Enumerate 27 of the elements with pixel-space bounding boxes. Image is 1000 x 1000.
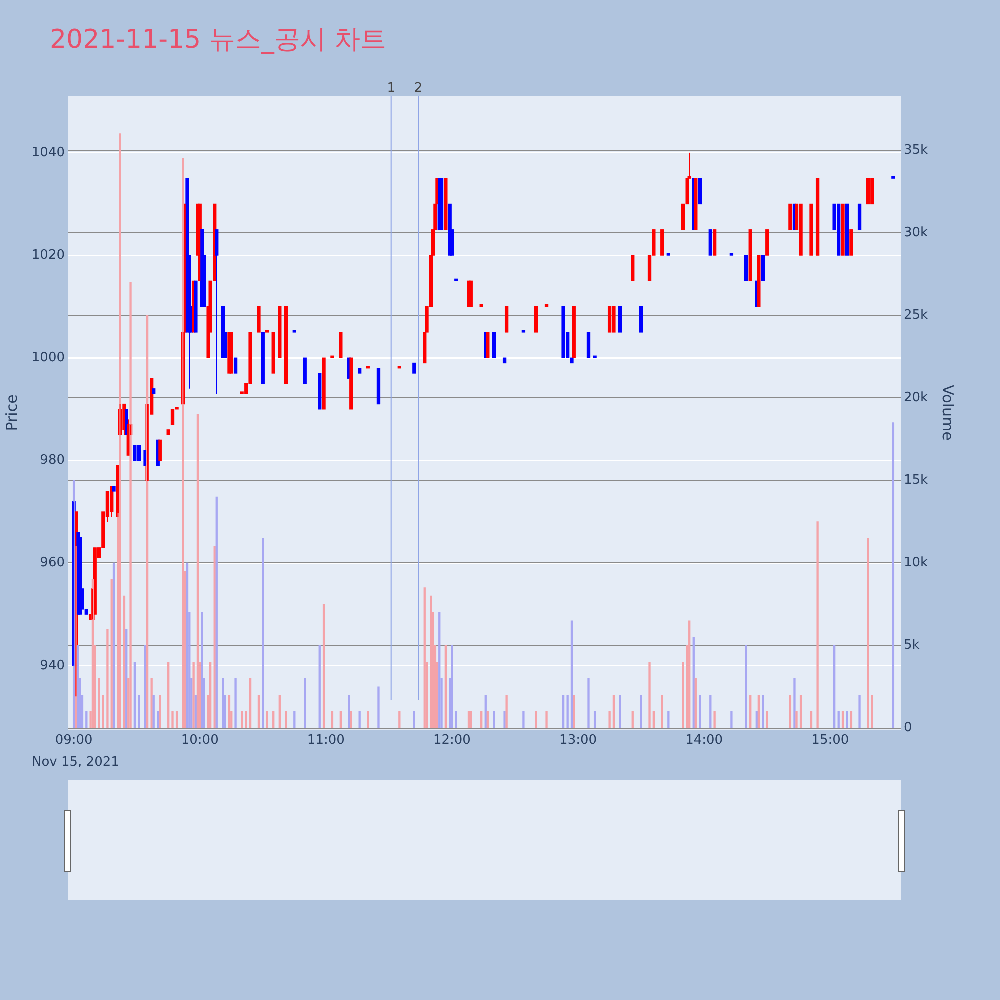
y2-tick-label: 15k [904, 473, 929, 488]
x-tick-label: 13:00 [560, 733, 598, 748]
x-tick-label: 11:00 [307, 733, 345, 748]
y-tick-label: 960 [40, 556, 65, 571]
x-tick-label: 15:00 [812, 733, 850, 748]
x-tick-label: 14:00 [686, 733, 724, 748]
chart-title: 2021-11-15 뉴스_공시 차트 [50, 24, 387, 57]
y-tick-label: 980 [40, 453, 65, 468]
y-tick-label: 1040 [32, 145, 65, 160]
y2-tick-label: 5k [904, 638, 920, 654]
y-tick-label: 1000 [32, 350, 65, 366]
y-tick-label: 1020 [32, 248, 65, 263]
y2-tick-label: 30k [904, 225, 929, 240]
text: 1 [387, 80, 396, 96]
y2-tick-label: 10k [904, 556, 929, 571]
x-tick-label: 10:00 [181, 733, 219, 748]
y2-axis-title: Volume [939, 385, 958, 441]
y-tick-label: 940 [40, 658, 65, 674]
x-tick-label: 12:00 [433, 733, 471, 748]
y2-tick-label: 0 [904, 720, 912, 736]
y2-tick-label: 25k [904, 308, 929, 323]
y2-tick-label: 20k [904, 390, 929, 406]
x-tick-label: 09:00 [55, 733, 93, 748]
y-axis-title: Price [2, 394, 21, 432]
text: Nov 15, 2021 [32, 754, 120, 770]
y2-tick-label: 35k [904, 142, 929, 158]
text: 2 [414, 80, 423, 96]
